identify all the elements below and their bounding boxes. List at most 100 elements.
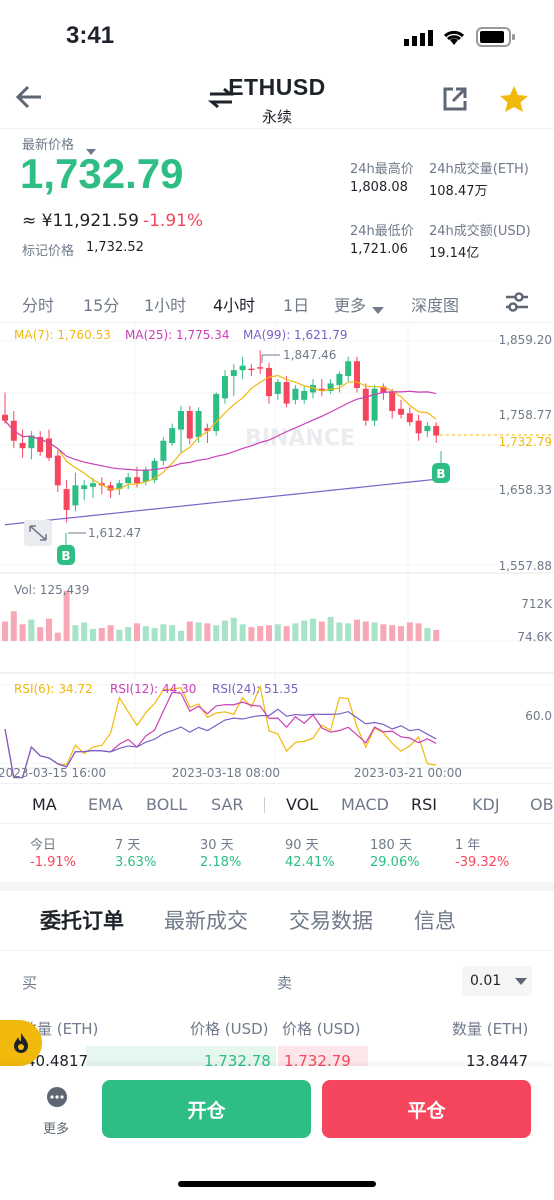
price-axis-label: 1,758.77 (499, 408, 552, 422)
price-axis-label: 1,658.33 (499, 483, 552, 497)
more-caret-icon (372, 299, 384, 318)
ind-sar[interactable]: SAR (211, 795, 244, 814)
volume-bar (301, 620, 308, 641)
indicator-divider (264, 797, 265, 813)
symbol-title[interactable]: ETHUSD (228, 74, 326, 100)
ask-qty[interactable]: 13.8447 (466, 1052, 529, 1070)
candle-body (398, 408, 404, 415)
ma7-label: MA(7): 1,760.53 (14, 328, 111, 342)
high-24h-label: 24h最高价 (350, 162, 414, 177)
ask-qty-header: 数量 (ETH) (452, 1020, 529, 1038)
ind-vol[interactable]: VOL (286, 795, 319, 814)
indicator-bottom-divider (0, 823, 554, 824)
ind-ema[interactable]: EMA (88, 795, 123, 814)
tab-divider (0, 950, 554, 951)
volume-bar (90, 628, 96, 641)
last-price: 1,732.79 (20, 150, 184, 197)
tab-depth[interactable]: 深度图 (411, 296, 460, 315)
candle-body (151, 460, 158, 481)
candle-body (213, 393, 220, 432)
perf-value-180d: 29.06% (370, 855, 420, 870)
bid-qty-header: 数量 (ETH) (22, 1020, 99, 1038)
rsi12-label: RSI(12): 44.30 (110, 682, 196, 696)
volume-bar (257, 626, 264, 641)
caret-down-icon (86, 140, 96, 159)
perf-value-30d: 2.18% (200, 855, 242, 870)
last-price-label[interactable]: 最新价格 (22, 138, 75, 153)
volume-bar (160, 624, 167, 641)
close-position-button[interactable]: 平仓 (322, 1080, 531, 1138)
more-label[interactable]: 更多 (43, 1122, 70, 1137)
volume-bar (318, 621, 325, 641)
volume-bar (327, 616, 334, 641)
wifi-icon (442, 27, 466, 51)
ind-boll[interactable]: BOLL (146, 795, 188, 814)
ind-rsi[interactable]: RSI (411, 795, 437, 814)
ask-price[interactable]: 1,732.79 (284, 1052, 351, 1070)
candle-body (222, 376, 228, 399)
bid-price-header: 价格 (USD) (190, 1020, 269, 1038)
price-change: -1.91% (143, 211, 204, 231)
volume-bar (283, 626, 290, 641)
swap-icon[interactable] (207, 87, 235, 113)
candle-body (81, 485, 88, 490)
mark-price-value: 1,732.52 (86, 240, 144, 255)
volume-bar (310, 618, 316, 641)
tab-orders[interactable]: 委托订单 (40, 909, 124, 933)
perf-label-today: 今日 (30, 838, 57, 853)
bid-price[interactable]: 1,732.78 (204, 1052, 271, 1070)
buy-label: 买 (22, 974, 38, 992)
bid-depth-bar (86, 1046, 276, 1068)
candle-body (169, 428, 176, 443)
perf-value-today: -1.91% (30, 855, 76, 870)
cellular-icon (404, 30, 434, 46)
ind-ma[interactable]: MA (32, 795, 57, 814)
volume-axis-label: 74.6K (517, 630, 553, 644)
perf-label-180d: 180 天 (370, 838, 412, 853)
tab-info[interactable]: 信息 (414, 909, 456, 933)
volume-bar (292, 623, 299, 641)
open-position-button[interactable]: 开仓 (102, 1080, 311, 1138)
volume-bar (274, 624, 281, 641)
tab-1h[interactable]: 1小时 (144, 296, 187, 315)
share-icon[interactable] (442, 86, 468, 116)
tab-trades[interactable]: 最新成交 (164, 909, 248, 933)
ma25-line (4, 390, 437, 471)
volume-bar (345, 623, 352, 641)
ind-kdj[interactable]: KDJ (472, 795, 500, 814)
candle-body (433, 425, 440, 436)
ind-ob[interactable]: OB (530, 795, 554, 814)
volume-bar (10, 611, 17, 641)
candle-body (362, 388, 369, 421)
price-chart[interactable]: BINANCE 1,847.46 1,612.47 B B 1,859.20 1,758.… (0, 323, 554, 783)
low-annotation: 1,612.47 (88, 526, 141, 540)
candle-body (107, 485, 114, 491)
volume-bar (213, 625, 220, 641)
time-axis-label: 2023-03-18 08:00 (172, 766, 280, 780)
tab-1d[interactable]: 1日 (283, 296, 310, 315)
ma99-label: MA(99): 1,621.79 (243, 328, 348, 342)
candle-body (274, 382, 281, 394)
volume-bar (2, 621, 8, 641)
candle-body (301, 390, 308, 400)
tab-timeline[interactable]: 分时 (22, 296, 55, 315)
indicator-top-divider (0, 783, 554, 784)
ind-macd[interactable]: MACD (341, 795, 389, 814)
chart-settings-icon[interactable] (504, 291, 530, 317)
tab-15m[interactable]: 15分 (83, 296, 120, 315)
precision-select[interactable]: 0.01 (462, 966, 532, 996)
tab-data[interactable]: 交易数据 (289, 909, 373, 933)
candle-body (178, 411, 184, 430)
buy-marker (57, 545, 75, 565)
flame-float-button[interactable] (0, 1020, 42, 1066)
star-favorite-icon[interactable] (499, 85, 529, 117)
price-axis-label: 1,859.20 (499, 333, 552, 347)
tab-more[interactable]: 更多 (334, 296, 367, 315)
tab-4h[interactable]: 4小时 (213, 296, 256, 315)
volume-bar (398, 626, 404, 641)
candle-body (354, 361, 360, 388)
price-cny: ≈ ¥11,921.59 (22, 211, 139, 231)
back-arrow-icon[interactable] (14, 84, 44, 114)
more-icon[interactable] (46, 1086, 68, 1112)
bid-qty[interactable]: 40.4817 (26, 1052, 89, 1070)
